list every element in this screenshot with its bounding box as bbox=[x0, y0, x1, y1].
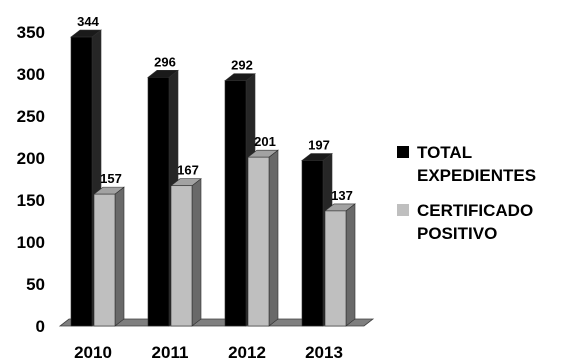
bar-side-face bbox=[191, 178, 202, 327]
bar-certificado-positivo-2010 bbox=[93, 186, 125, 327]
y-tick-label: 300 bbox=[17, 65, 45, 84]
x-tick-label: 2012 bbox=[228, 343, 266, 361]
data-label-certificado-positivo-2013: 137 bbox=[331, 188, 353, 203]
y-tick-label: 50 bbox=[26, 275, 45, 294]
legend-label-certificado-positivo: CERTIFICADO POSITIVO bbox=[417, 201, 538, 243]
bar-side-face bbox=[268, 149, 279, 327]
legend: TOTAL EXPEDIENTES CERTIFICADO POSITIVO bbox=[397, 143, 538, 243]
legend-label-line: POSITIVO bbox=[417, 224, 497, 243]
bars-layer bbox=[70, 29, 356, 327]
axis-layer: 0 50 100 150 200 250 300 350 2010 2011 2012 2013 bbox=[17, 23, 343, 361]
bar-side-face bbox=[345, 203, 356, 327]
bar-front-face bbox=[324, 210, 347, 327]
bar-front-face bbox=[147, 77, 170, 327]
x-tick-label: 2011 bbox=[152, 343, 189, 361]
data-label-total-expedientes-2012: 292 bbox=[231, 58, 253, 73]
legend-label-line: TOTAL bbox=[417, 143, 472, 162]
bar-side-face bbox=[114, 186, 125, 327]
y-tick-label: 0 bbox=[36, 317, 45, 336]
data-label-certificado-positivo-2011: 167 bbox=[177, 163, 199, 178]
data-label-certificado-positivo-2012: 201 bbox=[254, 134, 276, 149]
legend-label-line: CERTIFICADO bbox=[417, 201, 533, 220]
y-tick-label: 100 bbox=[17, 233, 45, 252]
y-tick-label: 350 bbox=[17, 23, 45, 42]
x-tick-label: 2013 bbox=[305, 343, 343, 361]
x-tick-label: 2010 bbox=[74, 343, 112, 361]
bar-certificado-positivo-2012 bbox=[247, 149, 279, 327]
bar-front-face bbox=[301, 160, 324, 327]
data-labels-layer: 344 157 296 167 292 201 197 137 bbox=[77, 14, 353, 203]
bar-front-face bbox=[247, 156, 270, 327]
legend-swatch-total-expedientes bbox=[397, 146, 409, 158]
bar-certificado-positivo-2011 bbox=[170, 178, 202, 327]
data-label-total-expedientes-2013: 197 bbox=[308, 138, 330, 153]
legend-label-total-expedientes: TOTAL EXPEDIENTES bbox=[417, 143, 536, 185]
bar-front-face bbox=[70, 36, 93, 327]
data-label-certificado-positivo-2010: 157 bbox=[100, 171, 122, 186]
y-tick-label: 200 bbox=[17, 149, 45, 168]
data-label-total-expedientes-2010: 344 bbox=[77, 14, 99, 29]
bar-front-face bbox=[170, 185, 193, 327]
y-tick-label: 150 bbox=[17, 191, 45, 210]
bar-certificado-positivo-2013 bbox=[324, 203, 356, 327]
legend-label-line: EXPEDIENTES bbox=[417, 166, 536, 185]
bar-front-face bbox=[224, 80, 247, 327]
y-tick-label: 250 bbox=[17, 107, 45, 126]
legend-swatch-certificado-positivo bbox=[397, 204, 409, 216]
bar-front-face bbox=[93, 193, 116, 327]
data-label-total-expedientes-2011: 296 bbox=[154, 54, 176, 69]
